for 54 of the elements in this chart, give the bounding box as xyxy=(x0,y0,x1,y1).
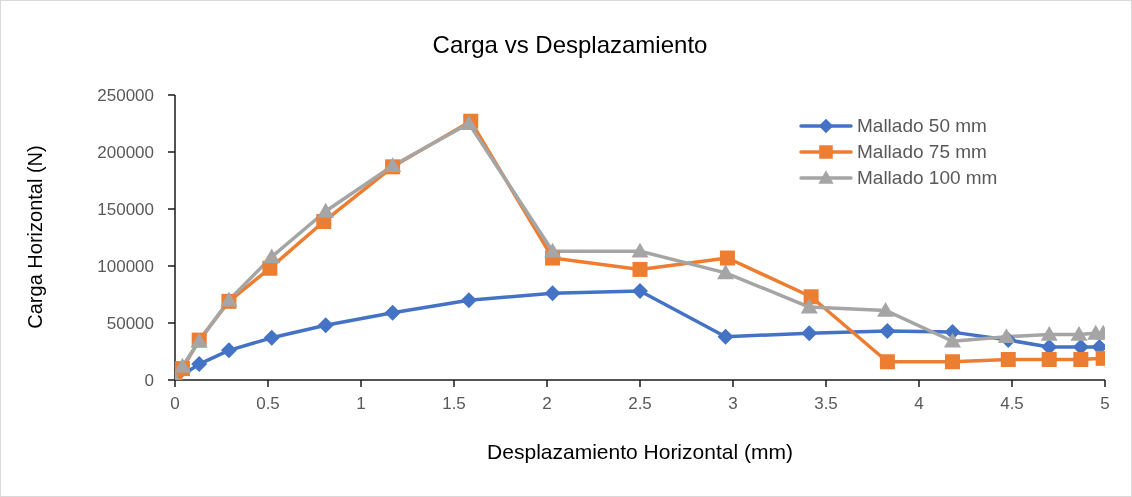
point xyxy=(317,202,335,218)
point xyxy=(263,329,280,346)
legend-label: Mallado 75 mm xyxy=(857,141,987,163)
point xyxy=(263,248,281,264)
y-axis-title: Carga Horizontal (N) xyxy=(23,145,47,329)
x-axis-title: Desplazamiento Horizontal (mm) xyxy=(487,440,793,464)
point xyxy=(175,357,191,373)
point xyxy=(384,304,401,321)
x-tick-label: 4 xyxy=(914,394,924,414)
x-tick-label: 0 xyxy=(170,394,180,414)
point xyxy=(191,356,208,373)
legend-label: Mallado 50 mm xyxy=(857,115,987,137)
y-tick-label: 200000 xyxy=(97,143,154,163)
x-tick-label: 1.5 xyxy=(442,394,466,414)
point xyxy=(801,325,818,342)
x-tick-label: 3 xyxy=(728,394,738,414)
point xyxy=(877,301,895,317)
point xyxy=(800,298,818,314)
point xyxy=(1041,351,1057,367)
point xyxy=(943,332,961,348)
x-tick-label: 3.5 xyxy=(814,394,838,414)
point xyxy=(879,322,896,339)
point xyxy=(944,354,960,370)
point xyxy=(717,264,735,280)
y-tick-label: 150000 xyxy=(97,200,154,220)
point xyxy=(460,292,477,309)
point xyxy=(317,317,334,334)
point xyxy=(544,242,562,258)
point xyxy=(997,328,1015,344)
point xyxy=(1000,351,1016,367)
x-tick-label: 1 xyxy=(356,394,366,414)
x-tick-label: 4.5 xyxy=(1000,394,1024,414)
chart-title: Carga vs Desplazamiento xyxy=(432,31,708,59)
point xyxy=(1040,325,1058,341)
legend-label: Mallado 100 mm xyxy=(857,167,998,189)
point xyxy=(879,354,895,370)
x-tick-label: 5 xyxy=(1100,394,1110,414)
y-tick-label: 250000 xyxy=(97,86,154,106)
point xyxy=(631,242,649,258)
point xyxy=(717,328,734,345)
point xyxy=(1073,351,1089,367)
point xyxy=(803,289,819,305)
point xyxy=(544,285,561,302)
point xyxy=(719,250,735,266)
point xyxy=(632,261,648,277)
y-tick-label: 100000 xyxy=(97,257,154,277)
x-tick-label: 0.5 xyxy=(256,394,280,414)
point xyxy=(632,283,648,300)
point xyxy=(220,342,237,359)
x-tick-label: 2.5 xyxy=(628,394,652,414)
point xyxy=(1070,325,1088,341)
y-tick-label: 0 xyxy=(144,371,154,391)
y-tick-label: 50000 xyxy=(106,314,154,334)
x-tick-label: 2 xyxy=(542,394,552,414)
